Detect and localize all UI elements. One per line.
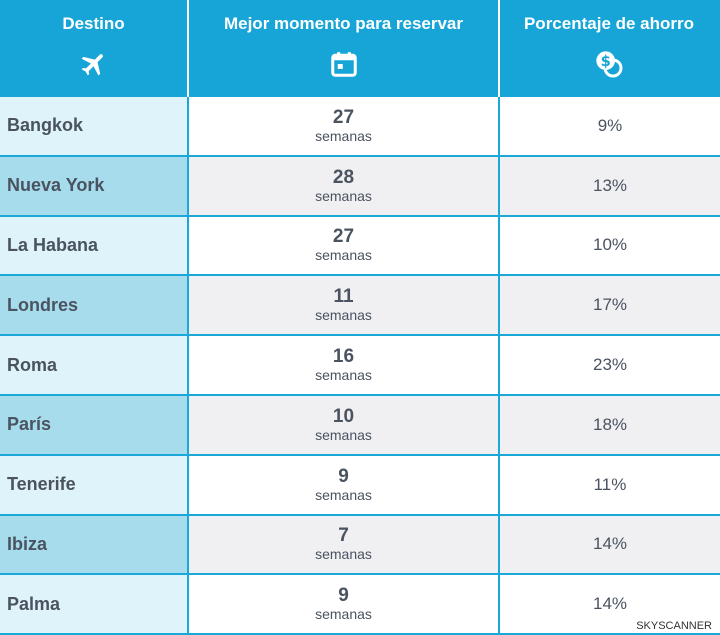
header-destino-label: Destino — [62, 14, 125, 33]
ahorro-cell: 9% — [500, 97, 720, 155]
coins-dollar-icon: $ — [593, 48, 625, 80]
table-row: Tenerife 9 semanas 11% — [0, 455, 720, 516]
ahorro-cell: 23% — [500, 336, 720, 394]
momento-cell: 27 semanas — [189, 97, 500, 155]
table-row: París 10 semanas 18% — [0, 395, 720, 456]
header-destino: Destino — [0, 0, 189, 97]
weeks-unit: semanas — [315, 187, 372, 204]
calendar-icon — [328, 48, 360, 80]
weeks-value: 10 — [332, 405, 355, 427]
momento-cell: 28 semanas — [189, 156, 500, 215]
destino-cell: Ibiza — [0, 515, 189, 574]
weeks-unit: semanas — [315, 546, 372, 563]
table-row: Nueva York 28 semanas 13% — [0, 156, 720, 217]
table-body: Bangkok 27 semanas 9% Nueva York 28 semanas 13%… — [0, 97, 720, 635]
weeks-value: 7 — [338, 525, 349, 547]
weeks-unit: semanas — [315, 606, 372, 623]
destino-cell: Roma — [0, 336, 189, 394]
weeks-unit: semanas — [315, 486, 372, 503]
ahorro-cell: 13% — [500, 156, 720, 215]
svg-text:$: $ — [601, 53, 611, 70]
destino-cell: Palma — [0, 575, 189, 634]
destino-cell: Nueva York — [0, 156, 189, 215]
table-row: Bangkok 27 semanas 9% — [0, 97, 720, 157]
destino-cell: Londres — [0, 276, 189, 335]
table-row: Palma 9 semanas 14% — [0, 575, 720, 635]
weeks-value: 16 — [332, 346, 355, 368]
momento-cell: 9 semanas — [189, 575, 500, 634]
header-momento: Mejor momento para reservar — [189, 0, 500, 97]
table-header: Destino Mejor momento para reservar Po — [0, 0, 720, 97]
weeks-value: 9 — [338, 585, 349, 607]
ahorro-cell: 11% — [500, 455, 720, 514]
ahorro-cell: 17% — [500, 276, 720, 335]
weeks-unit: semanas — [315, 127, 372, 144]
table-row: La Habana 27 semanas 10% — [0, 216, 720, 277]
destino-cell: La Habana — [0, 216, 189, 275]
table-row: Ibiza 7 semanas 14% — [0, 515, 720, 576]
destino-cell: Bangkok — [0, 97, 189, 155]
momento-cell: 10 semanas — [189, 395, 500, 454]
ahorro-cell: 18% — [500, 395, 720, 454]
destino-cell: Tenerife — [0, 455, 189, 514]
airplane-icon — [78, 48, 110, 80]
ahorro-cell: 14% — [500, 515, 720, 574]
momento-cell: 9 semanas — [189, 455, 500, 514]
weeks-unit: semanas — [315, 426, 372, 443]
destino-cell: París — [0, 395, 189, 454]
weeks-unit: semanas — [315, 367, 372, 384]
momento-cell: 7 semanas — [189, 515, 500, 574]
table-row: Londres 11 semanas 17% — [0, 276, 720, 337]
weeks-unit: semanas — [315, 307, 372, 324]
header-momento-label: Mejor momento para reservar — [223, 14, 464, 33]
weeks-value: 9 — [338, 465, 349, 487]
header-ahorro: Porcentaje de ahorro $ — [500, 0, 718, 97]
source-credit: SKYSCANNER — [634, 620, 714, 632]
header-ahorro-label: Porcentaje de ahorro — [523, 14, 695, 33]
momento-cell: 27 semanas — [189, 216, 500, 275]
weeks-value: 27 — [332, 226, 355, 248]
momento-cell: 16 semanas — [189, 336, 500, 394]
weeks-value: 11 — [333, 286, 354, 308]
weeks-value: 28 — [332, 166, 355, 188]
weeks-value: 27 — [332, 106, 355, 128]
weeks-unit: semanas — [315, 247, 372, 264]
table-row: Roma 16 semanas 23% — [0, 336, 720, 396]
ahorro-cell: 10% — [500, 216, 720, 275]
momento-cell: 11 semanas — [189, 276, 500, 335]
